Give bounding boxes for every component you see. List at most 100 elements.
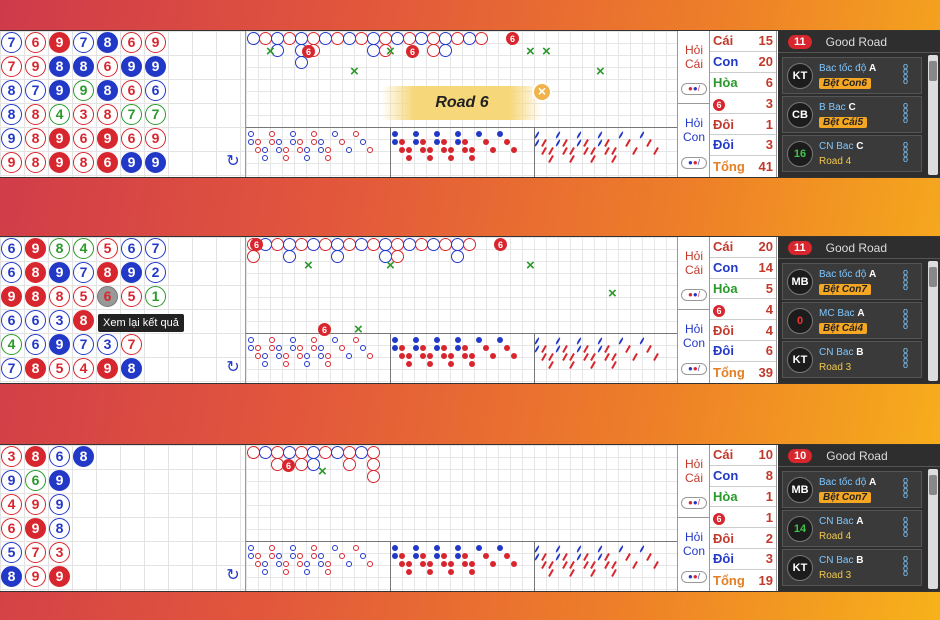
derived-mark [653, 147, 659, 155]
derived-mark [583, 553, 589, 561]
ask-player-button[interactable]: Hỏi Con ●●/ [681, 322, 707, 375]
derived-mark [367, 147, 373, 153]
derived-mark [427, 353, 433, 359]
bead-ball: 6 [25, 334, 46, 355]
bead-ball: 9 [25, 494, 46, 515]
scrollbar-thumb[interactable] [929, 267, 937, 287]
derived-mark [283, 147, 289, 153]
ask-player-button[interactable]: Hỏi Con ●●/ [681, 116, 707, 169]
room-info: CN Bac C Road 4 [819, 139, 863, 169]
derived-mark [441, 561, 447, 567]
big-road-area: × × × × × 6 6 6 [246, 237, 678, 383]
bead-ball: 7 [121, 334, 142, 355]
bead-ball: 9 [25, 518, 46, 539]
ask-banker-button[interactable]: Hỏi Cái ●●/ [678, 445, 710, 518]
stat-value: 41 [758, 158, 773, 174]
good-road-room[interactable]: 0 MC Bac A Bệt Cái4 o o o o [782, 302, 922, 339]
derived-mark [646, 345, 652, 353]
derived-mark [604, 345, 610, 353]
derived-mark [325, 361, 331, 367]
big-road-mark [247, 250, 260, 263]
scrollbar-thumb[interactable] [929, 475, 937, 495]
good-road-room[interactable]: MB Bac tốc độ A Bệt Con7 o o o o [782, 263, 922, 300]
stat-value: 20 [758, 54, 773, 70]
derived-mark [562, 345, 568, 353]
derived-mark [548, 155, 554, 163]
derived-mark [604, 139, 610, 147]
bead-ball: 7 [73, 334, 94, 355]
bead-ball: 5 [73, 286, 94, 307]
derived-mark [339, 139, 345, 145]
derived-mark [590, 155, 596, 163]
scrollbar[interactable] [928, 261, 938, 381]
bead-ball: 9 [145, 152, 166, 173]
good-road-room[interactable]: KT Bac tốc độ A Bệt Con6 o o o o [782, 57, 922, 94]
bead-ball: 9 [1, 470, 22, 491]
good-road-room[interactable]: CB B Bac C Bệt Cái5 o o o o [782, 96, 922, 133]
derived-mark [632, 561, 638, 569]
derived-mark [604, 553, 610, 561]
ask-banker-button[interactable]: Hỏi Cái ●●/ [678, 31, 710, 104]
derived-mark [367, 353, 373, 359]
derived-mark [318, 561, 324, 567]
derived-mark [504, 553, 510, 559]
refresh-icon[interactable]: ↻ [226, 359, 240, 376]
derived-mark [434, 545, 440, 551]
derived-mark [248, 545, 254, 551]
big-road-mark [331, 250, 344, 263]
bead-ball: 8 [25, 446, 46, 467]
derived-mark [583, 353, 589, 361]
good-road-title: Good Road [825, 240, 888, 255]
room-status: Bệt Con7 [819, 282, 876, 297]
derived-mark [262, 147, 268, 153]
scrollbar[interactable] [928, 55, 938, 175]
derived-mark [548, 561, 554, 569]
derived-mark [469, 353, 475, 359]
scrollbar[interactable] [928, 469, 938, 589]
refresh-icon[interactable]: ↻ [226, 567, 240, 584]
derived-mark [541, 353, 547, 361]
derived-mark [283, 155, 289, 161]
derived-mark [406, 155, 412, 161]
derived-mark [483, 139, 489, 145]
ask-banker-button[interactable]: Hỏi Cái ●●/ [678, 237, 710, 310]
stat-value: 1 [765, 509, 773, 525]
derived-mark [262, 353, 268, 359]
stat-value: 1 [765, 488, 773, 504]
good-road-count: 10 [788, 448, 813, 463]
bead-ball: 6 [97, 152, 118, 173]
bead-ball: 9 [145, 32, 166, 53]
derived-mark [325, 353, 331, 359]
ask-indicator-icon: ●●/ [681, 157, 707, 169]
good-road-room[interactable]: MB Bac tốc độ A Bệt Con7 o o o o [782, 471, 922, 508]
derived-mark [262, 361, 268, 367]
derived-mark [569, 353, 575, 361]
room-info: CN Bac B Road 3 [819, 345, 863, 375]
bead-ball: 6 [97, 286, 118, 307]
derived-mark [427, 361, 433, 367]
stat-label: Đôi [713, 116, 734, 132]
derived-mark [469, 561, 475, 567]
derived-mark [583, 147, 589, 155]
good-road-title: Good Road [826, 448, 888, 463]
big-road-mark: 6 [494, 238, 507, 251]
tie-mark: × [266, 43, 275, 60]
derived-mark [297, 561, 303, 567]
refresh-icon[interactable]: ↻ [226, 153, 240, 170]
close-icon[interactable]: × [532, 82, 552, 102]
derived-mark [632, 353, 638, 361]
scrollbar-thumb[interactable] [929, 61, 937, 81]
ask-player-button[interactable]: Hỏi Con ●●/ [681, 530, 707, 583]
room-tag: Bệt Con6 [819, 77, 871, 89]
bead-ball: 6 [25, 470, 46, 491]
